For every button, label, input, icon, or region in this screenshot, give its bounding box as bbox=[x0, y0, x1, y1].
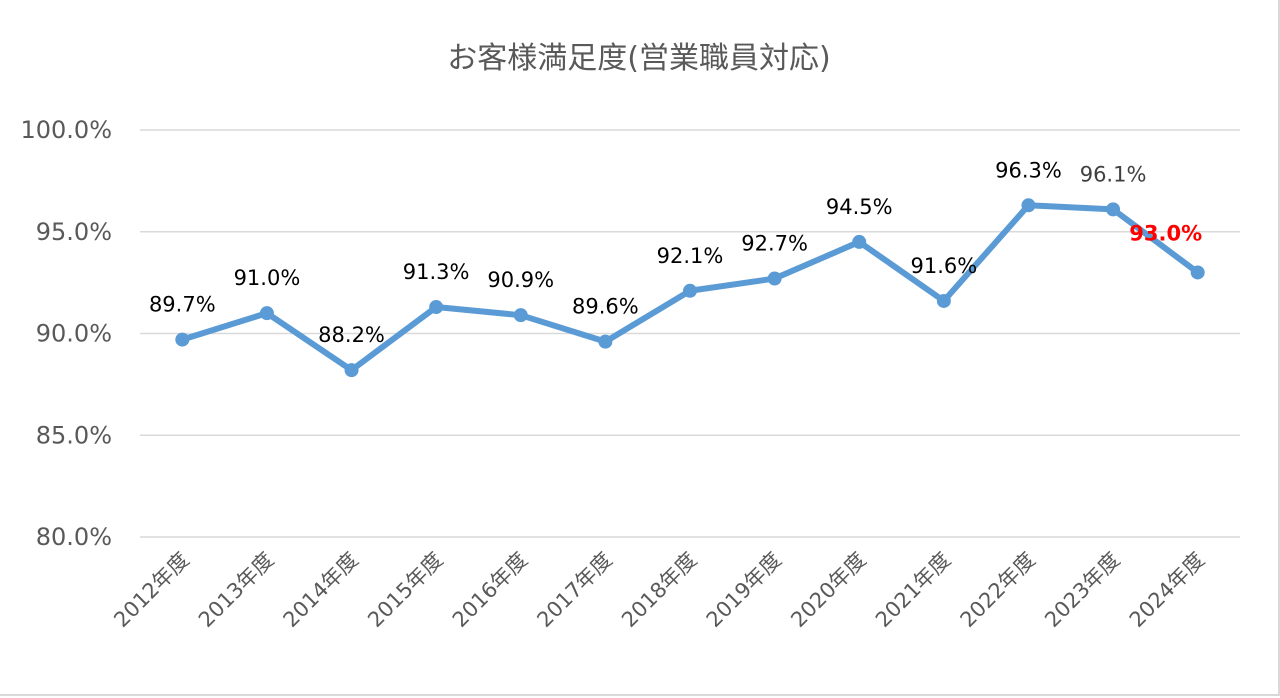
y-tick-label: 95.0% bbox=[36, 218, 112, 246]
data-point bbox=[1190, 265, 1205, 280]
x-tick-label: 2017年度 bbox=[532, 548, 616, 632]
x-axis: 2012年度 2013年度 2014年度 2015年度 2016年度 2017年度 2018… bbox=[109, 548, 1209, 632]
data-point bbox=[852, 234, 867, 249]
data-point bbox=[1021, 198, 1036, 213]
data-point bbox=[344, 363, 359, 378]
data-point bbox=[513, 308, 528, 323]
data-point bbox=[683, 283, 697, 298]
data-label: 88.2% bbox=[318, 323, 385, 347]
data-labels: 89.7% 91.0% 88.2% 91.3% 90.9% 89.6% 92.1% 92.7%… bbox=[149, 158, 1202, 347]
data-point bbox=[175, 332, 190, 347]
x-tick-label: 2022年度 bbox=[956, 548, 1040, 632]
data-label: 91.3% bbox=[403, 260, 470, 284]
x-tick-label: 2013年度 bbox=[194, 548, 278, 632]
data-label: 89.7% bbox=[149, 293, 216, 317]
x-tick-label: 2014年度 bbox=[279, 548, 363, 632]
x-tick-label: 2012年度 bbox=[109, 548, 193, 632]
data-label: 89.6% bbox=[572, 295, 639, 319]
x-tick-label: 2021年度 bbox=[871, 548, 955, 632]
x-tick-label: 2023年度 bbox=[1040, 548, 1124, 632]
data-label: 90.9% bbox=[487, 268, 554, 292]
x-tick-label: 2020年度 bbox=[786, 548, 870, 632]
data-label: 94.5% bbox=[826, 195, 893, 219]
x-tick-label: 2024年度 bbox=[1125, 548, 1209, 632]
data-point bbox=[936, 293, 951, 308]
x-tick-label: 2019年度 bbox=[702, 548, 786, 632]
data-label: 91.6% bbox=[910, 254, 977, 278]
y-tick-label: 80.0% bbox=[36, 523, 112, 551]
data-label: 92.1% bbox=[657, 244, 724, 268]
x-tick-label: 2015年度 bbox=[363, 548, 447, 632]
x-tick-label: 2016年度 bbox=[448, 548, 532, 632]
data-point bbox=[1106, 202, 1121, 217]
gridlines bbox=[140, 129, 1240, 538]
data-label: 92.7% bbox=[741, 232, 808, 256]
data-label: 96.3% bbox=[995, 158, 1062, 182]
y-tick-label: 90.0% bbox=[36, 320, 112, 348]
chart-title: お客様満足度(営業職員対応) bbox=[447, 41, 830, 76]
y-tick-label: 85.0% bbox=[36, 421, 112, 449]
y-axis: 80.0% 85.0% 90.0% 95.0% 100.0% bbox=[20, 116, 112, 551]
data-label: 96.1% bbox=[1080, 162, 1147, 186]
data-label: 93.0% bbox=[1129, 221, 1202, 245]
x-tick-label: 2018年度 bbox=[617, 548, 701, 632]
y-tick-label: 100.0% bbox=[20, 116, 112, 144]
data-point bbox=[598, 334, 613, 349]
data-point bbox=[259, 306, 274, 321]
data-label: 91.0% bbox=[234, 266, 301, 290]
data-point bbox=[767, 271, 782, 286]
data-point bbox=[429, 300, 444, 315]
data-points bbox=[175, 198, 1205, 378]
